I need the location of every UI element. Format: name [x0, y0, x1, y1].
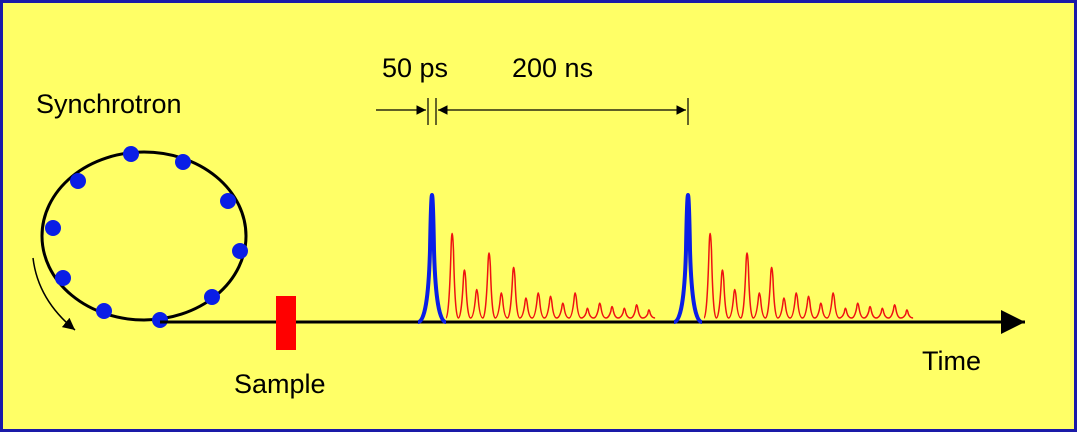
dimension-lines	[376, 98, 689, 125]
sample-label: Sample	[234, 369, 326, 399]
pulse	[417, 193, 447, 324]
rotation-arrow	[32, 257, 76, 331]
pulse-width-label: 50 ps	[382, 53, 448, 83]
axis-label: Time	[922, 346, 981, 376]
decay-signal	[703, 232, 914, 319]
electron-bunches	[45, 146, 248, 328]
sample-block	[276, 296, 296, 350]
source-label: Synchrotron	[36, 89, 182, 119]
ring	[40, 150, 248, 322]
decay-signal	[445, 232, 656, 319]
pulse-spacing-label: 200 ns	[512, 53, 593, 83]
pulse	[673, 193, 703, 324]
